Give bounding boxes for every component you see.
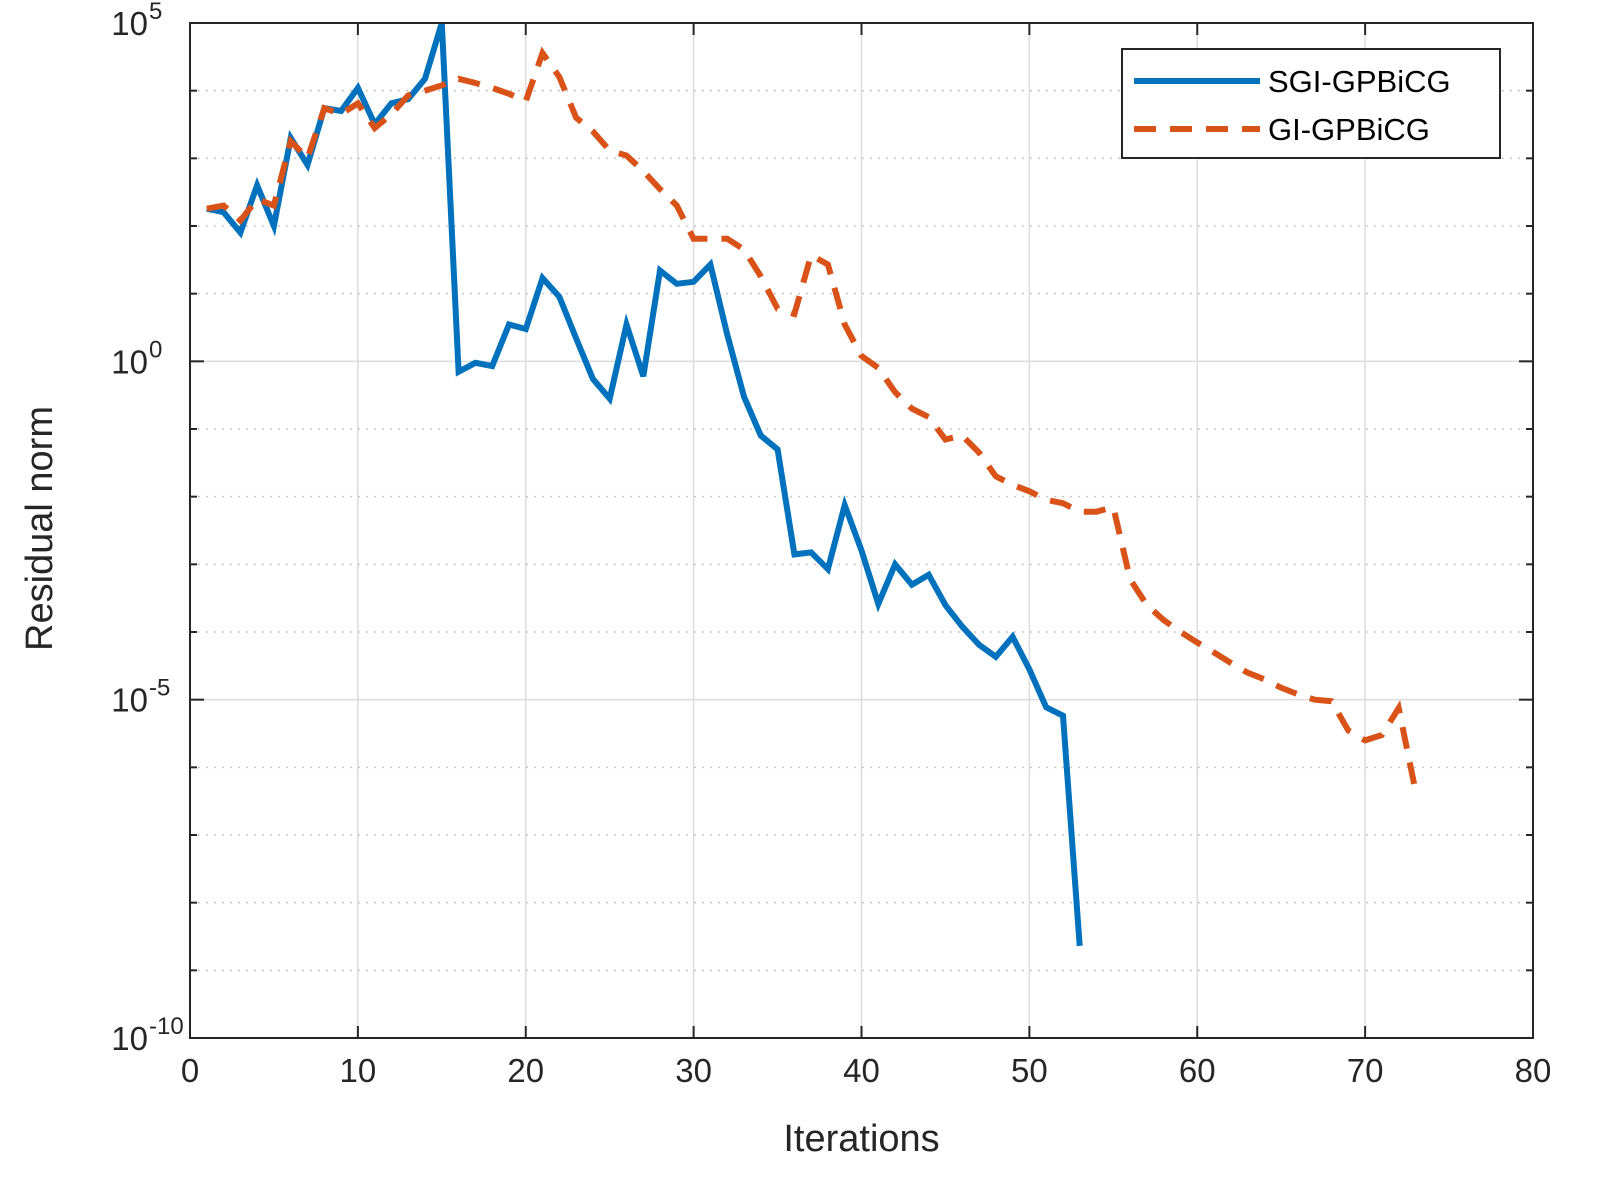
legend: SGI-GPBiCG GI-GPBiCG [1121,48,1501,159]
y-tick-label: 10 0 [111,336,162,380]
series-line-2 [206,46,1419,792]
y-tick-label: 10 -5 [111,675,170,719]
legend-label: SGI-GPBiCG [1268,64,1451,99]
legend-item: GI-GPBiCG [1134,112,1430,147]
x-axis-label: Iterations [783,1118,939,1160]
grid-lines [190,23,1533,1038]
x-tick-label: 50 [1011,1052,1048,1089]
x-tick-label: 0 [181,1052,199,1089]
y-tick-label: 10 -10 [111,1013,183,1057]
y-tick-label: 10 5 [111,0,162,42]
y-axis-label: Residual norm [19,406,61,651]
x-tick-label: 40 [843,1052,880,1089]
y-tick-exponent: -10 [149,1013,184,1040]
x-tick-label: 30 [675,1052,712,1089]
y-tick-base: 10 [111,5,148,42]
y-tick-base: 10 [111,682,148,719]
legend-item: SGI-GPBiCG [1134,64,1451,99]
y-tick-exponent: -5 [149,675,170,702]
x-tick-label: 10 [340,1052,377,1089]
series-line-1 [206,22,1083,947]
x-tick-label: 60 [1179,1052,1216,1089]
y-tick-exponent: 5 [149,0,162,25]
x-tick-label: 80 [1515,1052,1552,1089]
x-tick-labels: 0 10 20 30 40 50 60 70 80 [181,1052,1552,1089]
axis-ticks [189,22,1534,1039]
y-tick-base: 10 [111,343,148,380]
legend-box [1121,48,1501,159]
y-tick-exponent: 0 [149,336,162,363]
x-tick-label: 20 [507,1052,544,1089]
y-tick-base: 10 [111,1020,148,1057]
legend-label: GI-GPBiCG [1268,112,1430,147]
series-layer [206,22,1419,947]
x-tick-label: 70 [1347,1052,1384,1089]
